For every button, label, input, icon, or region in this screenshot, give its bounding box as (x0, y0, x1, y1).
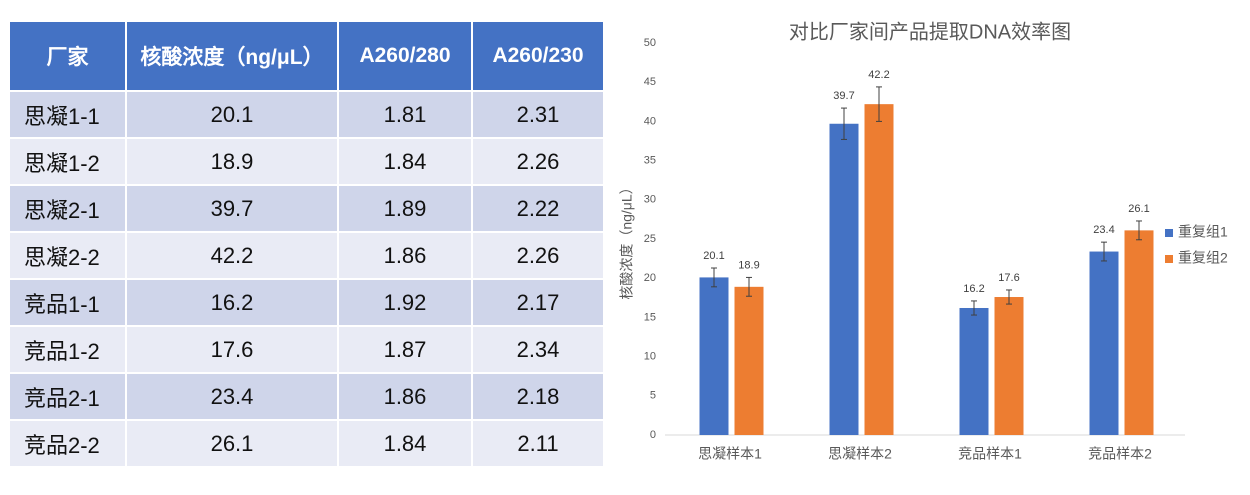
y-tick-label: 10 (644, 351, 656, 363)
bar (829, 123, 859, 435)
y-tick-label: 25 (644, 233, 656, 245)
table-cell: 2.26 (471, 137, 605, 186)
table-cell: 思凝2-1 (8, 184, 127, 233)
table-cell: 竞品2-2 (8, 419, 127, 468)
table-cell: 2.17 (471, 278, 605, 327)
error-bar (841, 107, 847, 140)
error-bar (971, 300, 977, 316)
x-tick-label: 思凝样本2 (828, 446, 892, 462)
data-label: 39.7 (833, 90, 854, 102)
table-row: 竞品1-2 17.6 1.87 2.34 (8, 325, 605, 374)
x-tick-label: 思凝样本1 (698, 446, 762, 462)
y-tick-label: 50 (644, 37, 656, 49)
legend-swatch (1165, 255, 1173, 263)
y-tick-label: 35 (644, 155, 656, 167)
table-cell: 2.26 (471, 231, 605, 280)
legend-swatch (1165, 229, 1173, 237)
y-tick-label: 20 (644, 272, 656, 284)
table-cell: 17.6 (125, 325, 339, 374)
table-cell: 20.1 (125, 90, 339, 139)
table-cell: 2.31 (471, 90, 605, 139)
bar (994, 297, 1024, 435)
table-cell: 思凝1-2 (8, 137, 127, 186)
table-row: 竞品2-2 26.1 1.84 2.11 (8, 419, 605, 468)
data-label: 18.9 (738, 259, 759, 271)
table-cell: 42.2 (125, 231, 339, 280)
y-tick-label: 5 (650, 390, 656, 402)
table-cell: 1.84 (337, 419, 473, 468)
header-cell: A260/230 (471, 20, 605, 92)
table-row: 思凝2-2 42.2 1.86 2.26 (8, 231, 605, 280)
header-cell: 核酸浓度（ng/μL） (125, 20, 339, 92)
table-cell: 竞品1-1 (8, 278, 127, 327)
table-cell: 2.18 (471, 372, 605, 421)
table-cell: 思凝2-2 (8, 231, 127, 280)
bar (864, 104, 894, 435)
y-axis-label: 核酸浓度（ng/μL） (619, 180, 635, 299)
table-cell: 竞品1-2 (8, 325, 127, 374)
table-cell: 1.89 (337, 184, 473, 233)
data-label: 23.4 (1093, 224, 1114, 236)
table-cell: 1.84 (337, 137, 473, 186)
table-cell: 26.1 (125, 419, 339, 468)
header-row: 厂家 核酸浓度（ng/μL） A260/280 A260/230 (8, 20, 605, 92)
bar (734, 286, 764, 435)
y-tick-label: 0 (650, 429, 656, 441)
table-cell: 2.34 (471, 325, 605, 374)
data-label: 16.2 (963, 283, 984, 295)
table-row: 思凝1-2 18.9 1.84 2.26 (8, 137, 605, 186)
table-cell: 18.9 (125, 137, 339, 186)
data-label: 20.1 (703, 250, 724, 262)
header-cell: 厂家 (8, 20, 127, 92)
y-tick-label: 30 (644, 194, 656, 206)
data-table: 厂家 核酸浓度（ng/μL） A260/280 A260/230 思凝1-1 20.1 1.… (8, 20, 605, 468)
y-tick-label: 40 (644, 115, 656, 127)
bar (1124, 230, 1154, 435)
table-cell: 竞品2-1 (8, 372, 127, 421)
error-bar (876, 86, 882, 122)
error-bar (1101, 241, 1107, 262)
y-tick-label: 15 (644, 311, 656, 323)
table-cell: 1.87 (337, 325, 473, 374)
table-cell: 1.86 (337, 372, 473, 421)
y-tick-label: 45 (644, 76, 656, 88)
table-cell: 1.92 (337, 278, 473, 327)
table-cell: 16.2 (125, 278, 339, 327)
table-row: 思凝1-1 20.1 1.81 2.31 (8, 90, 605, 139)
table-cell: 2.11 (471, 419, 605, 468)
error-bar (1136, 220, 1142, 241)
data-label: 26.1 (1128, 203, 1149, 215)
bar (959, 307, 989, 435)
chart-title: 对比厂家间产品提取DNA效率图 (789, 20, 1071, 43)
table-row: 思凝2-1 39.7 1.89 2.22 (8, 184, 605, 233)
data-label: 42.2 (868, 69, 889, 81)
table-cell: 1.86 (337, 231, 473, 280)
table-cell: 2.22 (471, 184, 605, 233)
table-cell: 23.4 (125, 372, 339, 421)
bar (1089, 251, 1119, 435)
header-cell: A260/280 (337, 20, 473, 92)
bar (699, 277, 729, 435)
x-tick-label: 竞品样本2 (1088, 446, 1152, 462)
table-row: 竞品2-1 23.4 1.86 2.18 (8, 372, 605, 421)
error-bar (711, 267, 717, 288)
chart: 对比厂家间产品提取DNA效率图 核酸浓度（ng/μL） 0 5 10 15 20 25 30… (619, 20, 1228, 462)
x-tick-label: 竞品样本1 (958, 446, 1022, 462)
legend-label: 重复组2 (1178, 250, 1228, 266)
legend-label: 重复组1 (1178, 224, 1228, 240)
error-bar (746, 276, 752, 297)
data-label: 17.6 (998, 272, 1019, 284)
table-cell: 思凝1-1 (8, 90, 127, 139)
error-bar (1006, 289, 1012, 305)
table-row: 竞品1-1 16.2 1.92 2.17 (8, 278, 605, 327)
table-cell: 39.7 (125, 184, 339, 233)
table-cell: 1.81 (337, 90, 473, 139)
